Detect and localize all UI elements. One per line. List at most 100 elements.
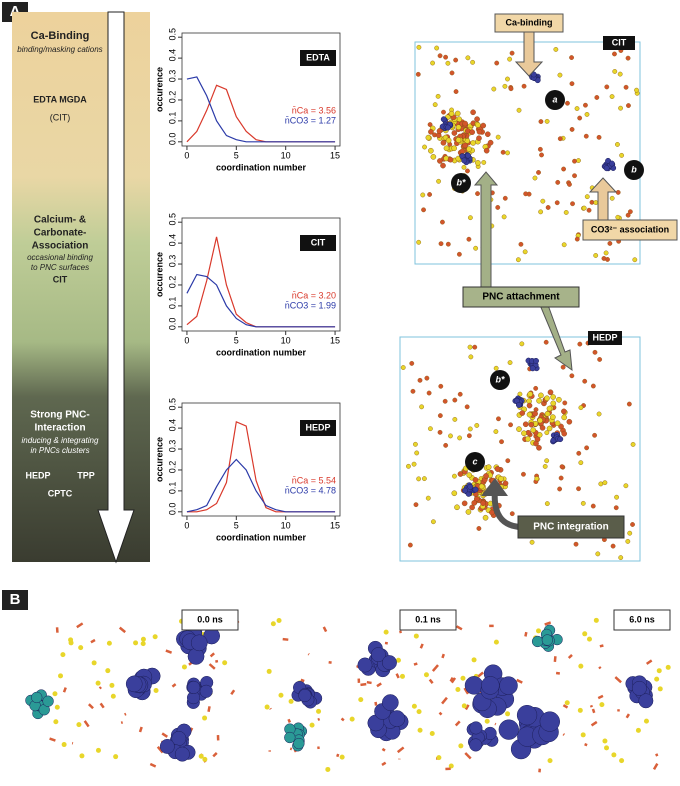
callout: CO3²⁻ association xyxy=(591,224,669,234)
particle xyxy=(538,393,543,398)
y-tick-label: 0.3 xyxy=(167,440,177,453)
bond xyxy=(592,722,597,726)
molecule xyxy=(481,676,499,694)
x-tick-label: 10 xyxy=(281,150,291,160)
site-label: b xyxy=(631,164,637,174)
particle xyxy=(222,660,227,665)
particle xyxy=(530,540,534,544)
particle xyxy=(153,634,158,639)
particle xyxy=(666,665,671,670)
bond xyxy=(89,704,93,708)
particle xyxy=(473,246,477,250)
particle xyxy=(316,709,321,714)
particle xyxy=(658,686,663,691)
particle xyxy=(495,61,499,65)
y-tick-label: 0.5 xyxy=(167,28,177,41)
molecule xyxy=(499,677,517,695)
particle xyxy=(505,151,509,155)
particle xyxy=(340,755,345,760)
particle xyxy=(572,174,576,178)
particle xyxy=(593,350,597,354)
particle xyxy=(289,699,294,704)
particle xyxy=(452,130,457,135)
bond xyxy=(556,673,560,674)
particle xyxy=(468,427,472,431)
scale-item: EDTA MGDA xyxy=(33,94,87,104)
y-tick-label: 0.4 xyxy=(167,234,177,247)
particle xyxy=(584,134,588,138)
particle xyxy=(544,396,549,401)
particle xyxy=(567,419,572,424)
particle xyxy=(555,201,559,205)
x-tick-label: 0 xyxy=(184,520,189,530)
particle xyxy=(541,199,545,203)
particle xyxy=(468,215,472,219)
particle xyxy=(443,443,447,447)
particle xyxy=(470,110,475,115)
particle xyxy=(454,89,458,93)
particle xyxy=(496,417,500,421)
particle xyxy=(113,754,118,759)
particle xyxy=(613,69,617,73)
y-tick-label: 0.3 xyxy=(167,70,177,83)
bond xyxy=(440,713,442,715)
legend-entry: n̄Ca = 5.54 xyxy=(292,475,336,485)
particle xyxy=(465,169,469,173)
legend-entry: n̄CO3 = 1.99 xyxy=(285,300,336,310)
bond xyxy=(593,709,594,713)
scale-sub: binding/masking cations xyxy=(17,45,102,54)
bond xyxy=(140,727,142,732)
bond xyxy=(478,672,483,676)
particle xyxy=(539,153,543,157)
particle xyxy=(485,719,490,724)
particle xyxy=(523,422,528,427)
particle xyxy=(505,77,509,81)
particle xyxy=(473,477,478,482)
particle xyxy=(448,434,452,438)
bond xyxy=(399,632,401,633)
particle xyxy=(481,123,486,128)
scale-title: Interaction xyxy=(34,423,85,434)
particle xyxy=(626,539,630,543)
bond xyxy=(414,664,417,665)
particle xyxy=(627,402,631,406)
scale-sub: inducing & integrating xyxy=(22,436,99,445)
particle xyxy=(558,73,562,77)
snapshots-b xyxy=(26,614,671,772)
particle xyxy=(636,728,641,733)
particle xyxy=(496,135,500,139)
particle xyxy=(141,641,146,646)
particle xyxy=(421,208,425,212)
molecule xyxy=(609,161,614,166)
particle xyxy=(612,52,616,56)
particle xyxy=(611,752,616,757)
bond xyxy=(211,653,215,656)
particle xyxy=(412,462,416,466)
particle xyxy=(417,709,422,714)
molecule xyxy=(191,635,207,651)
legend-entry: n̄CO3 = 1.27 xyxy=(285,115,336,125)
x-tick-label: 15 xyxy=(330,150,340,160)
molecule xyxy=(284,732,295,743)
x-tick-label: 5 xyxy=(234,520,239,530)
y-tick-label: 0.0 xyxy=(167,133,177,146)
bond xyxy=(656,754,658,755)
particle xyxy=(536,398,541,403)
particle xyxy=(546,205,550,209)
particle xyxy=(494,640,499,645)
scale-title: Strong PNC- xyxy=(30,410,89,421)
particle xyxy=(68,637,73,642)
particle xyxy=(527,412,532,417)
particle xyxy=(358,697,363,702)
particle xyxy=(182,665,187,670)
x-axis-label: coordination number xyxy=(216,532,306,542)
x-axis-label: coordination number xyxy=(216,162,306,172)
particle xyxy=(581,732,586,737)
particle xyxy=(536,628,541,633)
particle xyxy=(604,251,608,255)
particle xyxy=(602,256,606,260)
particle xyxy=(76,722,81,727)
bond xyxy=(77,623,83,627)
particle xyxy=(475,423,479,427)
particle xyxy=(523,250,527,254)
